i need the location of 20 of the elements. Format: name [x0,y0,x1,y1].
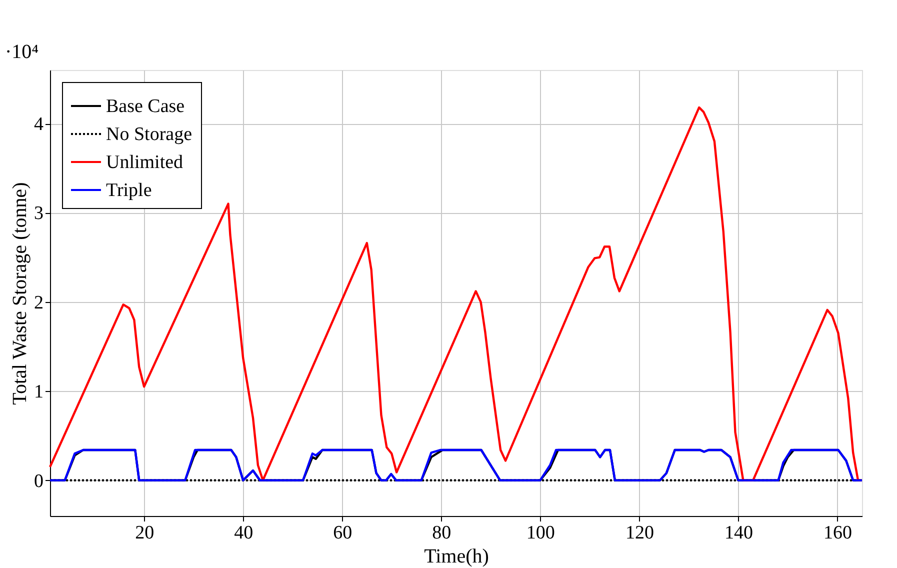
legend-label: Unlimited [106,152,184,173]
x-tick-label: 80 [432,522,452,544]
x-tick-label: 40 [234,522,254,544]
legend-label: No Storage [106,124,192,145]
text: ·10⁴ [5,41,39,63]
y-tick-label: 0 [34,470,44,492]
x-axis-title: Time(h) [424,546,489,568]
x-tick-label: 100 [526,522,555,544]
x-tick-label: 60 [333,522,352,544]
y-tick-label: 2 [34,292,44,314]
y-axis-title: Total Waste Storage (tonne) [9,182,31,405]
x-tick-label: 160 [823,522,852,544]
legend-label: Triple [106,180,152,201]
y-tick-label: 1 [34,382,44,403]
x-tick-label: 120 [625,522,654,544]
y-tick-label: 4 [34,114,44,136]
legend-label: Base Case [106,96,185,117]
y-tick-label: 3 [34,203,44,224]
x-tick-label: 140 [724,522,753,544]
x-tick-label: 20 [135,522,154,544]
